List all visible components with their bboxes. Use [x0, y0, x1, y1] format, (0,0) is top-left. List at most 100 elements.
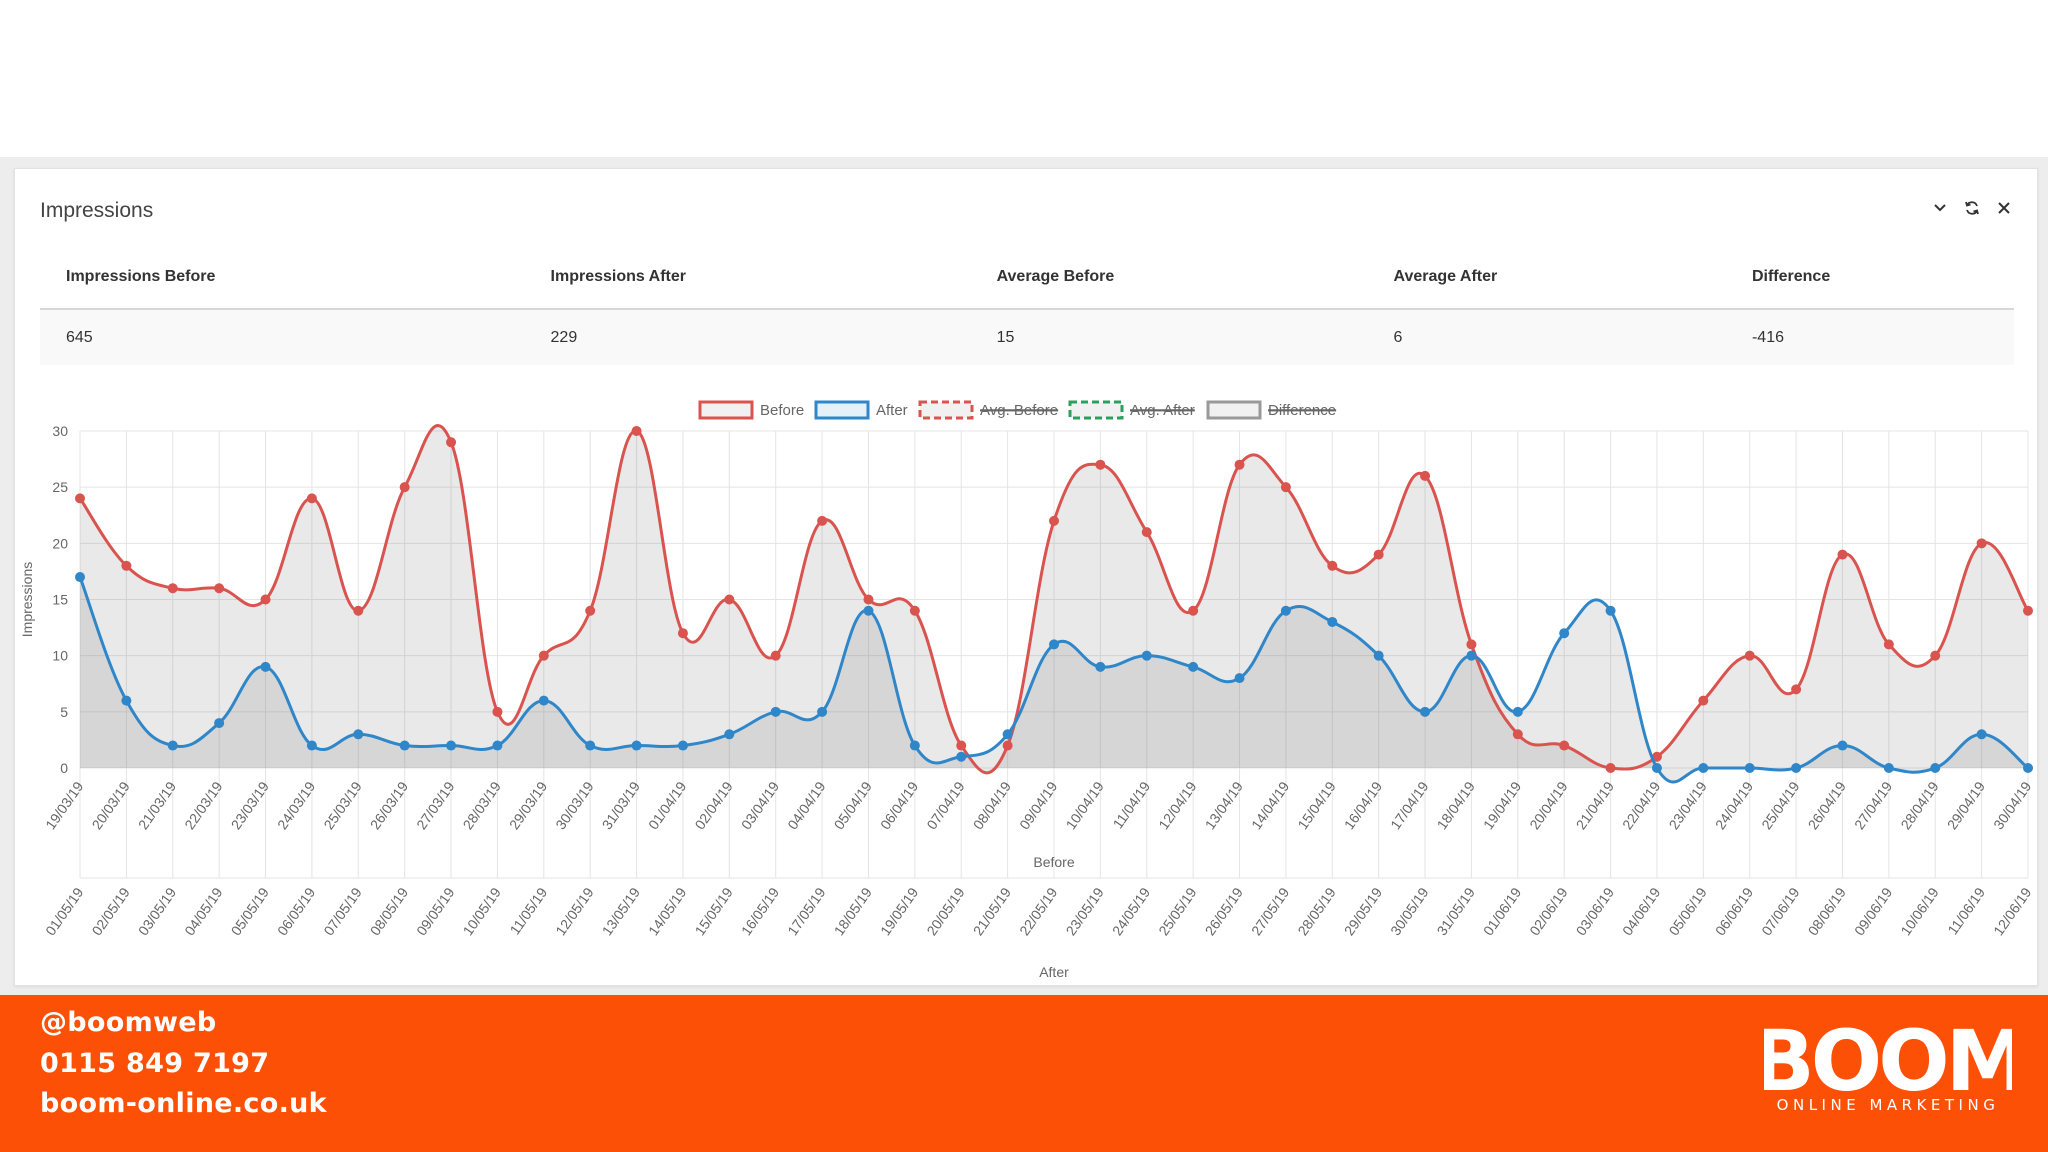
data-point-after [1698, 763, 1709, 773]
data-point-before [1651, 751, 1662, 762]
x-tick-label-after: 31/05/19 [1434, 884, 1478, 938]
refresh-icon[interactable] [1963, 199, 1981, 217]
data-point-before [1837, 549, 1848, 560]
data-point-after [214, 718, 225, 729]
data-point-after [817, 706, 828, 717]
x-tick-label-after: 02/06/19 [1526, 884, 1570, 938]
legend-item-avg-before[interactable]: Avg. Before [918, 400, 1059, 420]
value-difference: -416 [1725, 309, 2014, 365]
data-point-after [1049, 639, 1059, 650]
data-point-before [1605, 763, 1616, 773]
data-point-after [1188, 661, 1199, 672]
data-point-before [121, 560, 132, 571]
x-tick-label-after: 30/05/19 [1387, 884, 1431, 938]
data-point-before [1559, 740, 1570, 751]
data-point-after [1559, 628, 1570, 639]
data-point-after [121, 695, 132, 706]
header-average-before: Average Before [970, 265, 1368, 310]
x-tick-label-after: 27/05/19 [1248, 884, 1292, 938]
boom-logo: BOOM [1764, 1012, 2012, 1110]
legend-item-difference[interactable]: Difference [1206, 400, 1337, 420]
series-area-after [80, 577, 2028, 782]
data-point-before [1420, 470, 1431, 481]
footer-bar [0, 995, 2048, 1152]
header-difference: Difference [1725, 265, 2014, 310]
data-point-before [260, 594, 271, 605]
data-point-after [1373, 650, 1384, 661]
x-tick-label-after: 26/05/19 [1202, 884, 1246, 938]
summary-table: Impressions Before Impressions After Ave… [40, 265, 2014, 365]
data-point-after [167, 740, 178, 751]
data-point-after [1280, 605, 1291, 616]
x-tick-label-after: 25/05/19 [1155, 884, 1199, 938]
data-point-after [260, 661, 271, 672]
data-point-before [631, 426, 642, 436]
y-tick-label: 30 [52, 423, 68, 439]
data-point-before [1883, 639, 1894, 650]
data-point-before [1327, 560, 1338, 571]
data-point-before [1512, 729, 1523, 740]
data-point-after [1095, 661, 1106, 672]
legend-label: Before [760, 402, 804, 419]
data-point-after [1791, 763, 1802, 773]
data-point-after [585, 740, 596, 751]
data-point-before [1930, 650, 1941, 661]
x-tick-label-after: 06/05/19 [274, 884, 318, 938]
value-impressions-after: 229 [524, 309, 971, 365]
data-point-after [1651, 763, 1662, 773]
data-point-after [863, 605, 874, 616]
data-point-after [2023, 763, 2033, 773]
x-tick-label-after: 22/05/19 [1016, 884, 1060, 938]
data-point-after [1883, 763, 1894, 773]
data-point-after [75, 572, 85, 583]
legend-swatch [814, 400, 870, 420]
data-point-after [353, 729, 364, 740]
x-tick-label-after: 15/05/19 [691, 884, 735, 938]
data-point-after [1744, 763, 1755, 773]
panel-title: Impressions [40, 199, 154, 222]
legend-item-before[interactable]: Before [698, 400, 804, 420]
x-tick-label-after: 16/05/19 [738, 884, 782, 938]
data-point-after [770, 706, 781, 717]
x-tick-label-after: 14/05/19 [645, 884, 689, 938]
data-point-before [492, 706, 503, 717]
y-tick-label: 25 [52, 479, 68, 495]
x-tick-label-after: 01/06/19 [1480, 884, 1524, 938]
data-point-before [1141, 527, 1152, 538]
y-tick-label: 0 [60, 760, 68, 776]
data-point-before [2023, 605, 2033, 616]
chevron-down-icon[interactable] [1931, 199, 1949, 217]
data-point-after [1837, 740, 1848, 751]
data-point-before [1373, 549, 1384, 560]
x-tick-label-after: 13/05/19 [599, 884, 643, 938]
x-axis-title-after: After [1039, 964, 1069, 980]
value-average-before: 15 [970, 309, 1368, 365]
close-icon[interactable] [1995, 199, 2013, 217]
x-tick-label-after: 24/05/19 [1109, 884, 1153, 938]
x-tick-label-after: 20/05/19 [923, 884, 967, 938]
x-tick-label-after: 08/06/19 [1805, 884, 1849, 938]
x-tick-label-after: 19/05/19 [877, 884, 921, 938]
data-point-before [1002, 740, 1013, 751]
x-tick-label-after: 05/05/19 [228, 884, 272, 938]
data-point-after [492, 740, 503, 751]
legend-item-avg-after[interactable]: Avg. After [1068, 400, 1195, 420]
footer-website[interactable]: boom-online.co.uk [40, 1088, 327, 1119]
x-axis-title-before: Before [1033, 854, 1074, 870]
footer-handle[interactable]: @boomweb [40, 1007, 217, 1038]
data-point-after [1420, 706, 1431, 717]
x-tick-label-after: 05/06/19 [1665, 884, 1709, 938]
footer-phone[interactable]: 0115 849 7197 [40, 1048, 270, 1079]
x-tick-label-after: 10/06/19 [1897, 884, 1941, 938]
x-tick-label-after: 03/06/19 [1573, 884, 1617, 938]
legend-item-after[interactable]: After [814, 400, 908, 420]
x-tick-label-after: 02/05/19 [88, 884, 132, 938]
data-point-after [1930, 763, 1941, 773]
legend-swatch [1068, 400, 1124, 420]
x-tick-label-after: 09/05/19 [413, 884, 457, 938]
series-area-before [80, 425, 2028, 773]
x-tick-label-after: 04/05/19 [181, 884, 225, 938]
y-tick-label: 20 [52, 535, 68, 551]
summary-header-row: Impressions Before Impressions After Ave… [40, 265, 2014, 310]
